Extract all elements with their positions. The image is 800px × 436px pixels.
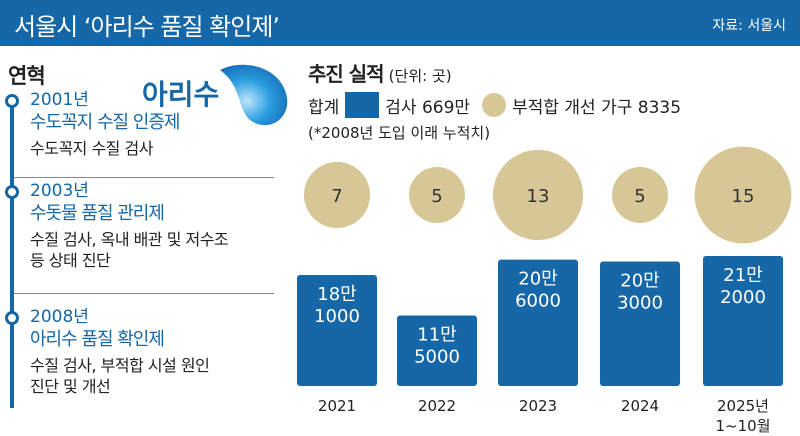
bar [297,275,377,386]
bar-label: 11만 [417,324,456,345]
entry-name: 아리수 품질 확인제 [30,329,165,350]
entry-desc: 수질 검사, 옥내 배관 및 저수조 등 상태 진단 [30,230,229,270]
entry-name: 수돗물 품질 관리제 [30,203,165,224]
timeline-dot [5,185,19,199]
bubble-label: 5 [634,186,645,207]
x-tick-label: 2021 [318,397,356,415]
header: 서울시 ‘아리수 품질 확인제’ 자료: 서울시 [0,0,800,46]
divider [14,177,274,178]
bar-label: 3000 [617,293,663,314]
legend-circle-swatch [482,93,507,117]
divider [14,293,274,294]
x-tick-label: 2022 [418,397,456,415]
timeline-line [10,102,14,408]
bubble [303,161,371,229]
bar [703,255,783,386]
history-entry: 2003년 수돗물 품질 관리제 수질 검사, 옥내 배관 및 저수조 등 상태 … [30,181,229,271]
legend-inspect: 검사 669만 [385,97,471,118]
source-label: 자료: 서울시 [712,18,786,34]
timeline-dot [5,311,19,325]
bubble [612,167,668,223]
bar [397,315,477,386]
x-tick-label: 2023 [519,397,557,415]
legend-prefix: 합계 [308,97,340,118]
arisu-logo: 아리수 [142,64,288,126]
performance-title: 추진 실적 (단위: 곳) [308,62,452,86]
history-title: 연혁 [8,64,46,88]
bar [498,259,578,386]
bubble-label: 13 [527,186,550,207]
bar-label: 2000 [720,287,766,308]
legend: 합계 검사 669만 부적합 개선 가구 8335 [308,92,681,118]
bubble-label: 15 [732,186,755,207]
history-entry: 2001년 수도꼭지 수질 인증제 수도꼭지 수질 검사 [30,90,180,159]
bubble-label: 7 [331,186,342,207]
bar [600,261,680,386]
footnote: (*2008년 도입 이래 누적치) [308,124,491,142]
entry-year: 2008년 [30,307,89,327]
bar-label: 20만 [518,269,557,290]
entry-name: 수도꼭지 수질 인증제 [30,112,180,133]
bubble-label: 5 [431,186,442,207]
bar-label: 6000 [515,291,561,312]
bubble [694,146,792,244]
history-entry: 2008년 아리수 품질 확인제 수질 검사, 부적합 시설 원인 진단 및 개선 [30,307,210,397]
x-tick-label: 2025년 [717,397,769,415]
entry-year: 2003년 [30,181,89,201]
history-panel: 연혁 아리수 2001년 수도꼭지 수질 인증제 수도꼭지 수질 검사 2003… [0,46,288,436]
bubble [492,149,584,241]
entry-desc: 수도꼭지 수질 검사 [30,139,153,158]
page-title: 서울시 ‘아리수 품질 확인제’ [14,13,280,41]
bar-label: 20만 [620,271,659,292]
legend-improve: 부적합 개선 가구 8335 [512,97,682,118]
bar-label: 5000 [414,346,460,367]
legend-bar-swatch [345,92,380,118]
bubble [409,167,465,223]
svg-text:아리수: 아리수 [142,78,219,111]
x-tick-label: 2024 [621,397,659,415]
x-tick-label: 1~10월 [716,417,771,435]
timeline-dot [5,94,19,108]
bar-label: 1000 [314,306,360,327]
bar-label: 21만 [723,265,762,286]
entry-desc: 수질 검사, 부적합 시설 원인 진단 및 개선 [30,356,210,396]
entry-year: 2001년 [30,90,89,110]
bar-label: 18만 [317,284,356,305]
